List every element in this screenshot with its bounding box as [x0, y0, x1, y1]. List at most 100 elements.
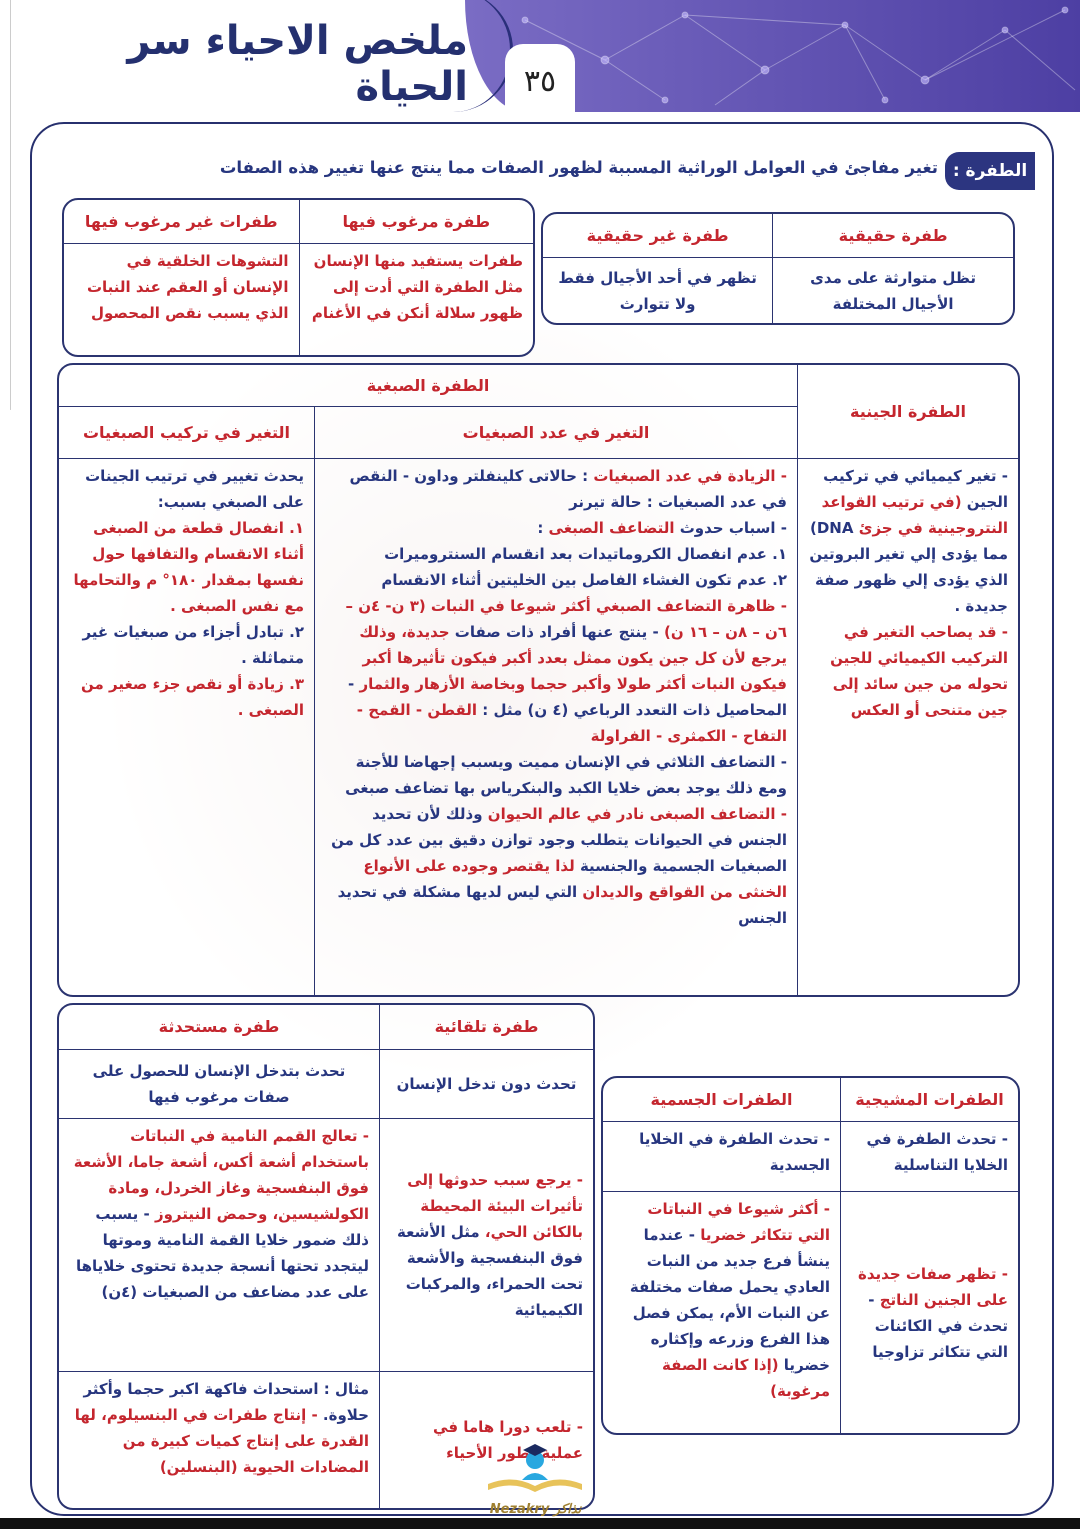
header-chromosome-mutation: الطفرة الصبغية: [59, 365, 797, 407]
text-segment: ٣. زيادة أو نقص جزء صغير من الصبغى .: [80, 675, 304, 719]
page-number: ٣٥: [505, 44, 575, 114]
list-item: ١. انفصال قطعة من الصبغى أثناء الانقسام …: [69, 515, 304, 619]
text-segment: - تغير كيميائي في تركيب الجين: [823, 467, 1008, 511]
header-non-real: طفرة غير حقيقية: [543, 214, 773, 258]
cell-germinal-definition: - تحدث الطفرة في الخلايا التناسلية: [840, 1122, 1018, 1192]
list-item: - تظهر صفات جديدة على الجنين الناتج - تح…: [851, 1261, 1008, 1365]
list-item: ٢. عدم تكون الغشاء الفاصل بين الخليتين أ…: [325, 567, 787, 593]
cell-somatic-details: - أكثر شيوعا في النباتات التي تتكاثر خضر…: [603, 1192, 840, 1433]
text-segment: (إذا كانت الصفة مرغوبة): [661, 1356, 830, 1400]
text-segment: - عندما ينشأ فرع جديد من النبات العادي ي…: [629, 1226, 830, 1374]
list-item: - تلعب دورا هاما في عملية تطور الأحياء: [390, 1414, 583, 1466]
list-item: ٣. زيادة أو نقص جزء صغير من الصبغى .: [69, 671, 304, 723]
list-item: - قد يصاحب التغير في التركيب الكيميائي ل…: [808, 619, 1008, 723]
text-segment: - تحدث في الكائنات التي تتكاثر تزاوجيا: [868, 1290, 1008, 1361]
list-item: - ظاهرة التضاعف الصبغي أكثر شيوعا في الن…: [325, 593, 787, 749]
list-item: مثال : استحداث فاكهة اكبر حجما وأكثر حلا…: [69, 1376, 369, 1480]
cell-spontaneous-definition: تحدث دون تدخل الإنسان: [379, 1050, 593, 1119]
text-segment: التضاعف الصبغى: [543, 519, 675, 537]
text-segment: :: [537, 519, 544, 537]
header-somatic: الطفرات الجسمية: [603, 1078, 840, 1122]
watermark-text: Nezakry نذاكر: [489, 1502, 582, 1517]
text-segment: ٢. تبادل أجزاء من صبغيات غير متماثلة .: [82, 623, 304, 667]
text-segment: مثل الأشعة فوق البنفسجية والأشعة تحت الح…: [397, 1223, 583, 1319]
cell-induced-definition: تحدث بتدخل الإنسان للحصول على صفات مرغوب…: [59, 1050, 379, 1119]
text-segment: DNA) مما يؤدى إلي تغير البروتين الذي يؤد…: [809, 519, 1008, 615]
list-item: ٢. تبادل أجزاء من صبغيات غير متماثلة .: [69, 619, 304, 671]
cell-spontaneous-cause: - يرجع سبب حدوثها إلى تأثيرات البيئة الم…: [379, 1119, 593, 1372]
header-number-change: التغير في عدد الصبغيات: [314, 407, 797, 459]
text-segment: يحدث تغيير في ترتيب الجينات على الصبغي ب…: [85, 467, 304, 511]
cell-spontaneous-importance: - تلعب دورا هاما في عملية تطور الأحياء: [379, 1372, 593, 1508]
header-structure-change: التغير في تركيب الصبغيات: [59, 407, 314, 459]
list-item: - تعالج القمم النامية في النباتات باستخد…: [69, 1123, 369, 1305]
real-mutation-table: طفرة حقيقية طفرة غير حقيقية تظل متوارثة …: [541, 212, 1015, 325]
text-segment: - ظاهرة التضاعف الصبغي أكثر شيوعا في الن…: [345, 597, 787, 641]
cell-number-change: - الزيادة في عدد الصبغيات : حالاتى كلينف…: [314, 459, 797, 995]
text-segment: - تظهر صفات جديدة على الجنين الناتج: [858, 1264, 1008, 1309]
text-segment: (في ترتيب القواعد النتروجينية في جزئ: [821, 493, 1008, 537]
gene-chromosome-table: الطفرة الجينية الطفرة الصبغية التغير في …: [57, 363, 1020, 997]
text-segment: - التضاعف الثلاثي في الإنسان مميت ويسبب …: [345, 753, 787, 797]
page-edge: [10, 0, 14, 410]
text-segment: - تعالج القمم النامية في النباتات باستخد…: [73, 1127, 369, 1223]
text-segment: - يرجع سبب حدوثها إلى تأثيرات البيئة الم…: [407, 1171, 583, 1241]
text-segment: - تلعب دورا هاما في عملية تطور الأحياء: [433, 1418, 583, 1462]
list-item: - الزيادة في عدد الصبغيات : حالاتى كلينف…: [325, 463, 787, 515]
cell-somatic-definition: - تحدث الطفرة في الخلايا الجسدية: [603, 1122, 840, 1192]
text-segment: ١. عدم انفصال الكروماتيدات بعد انقسام ال…: [384, 545, 787, 563]
text-segment: - ينتج عنها أفراد ذات صفات: [449, 623, 664, 641]
text-segment: : حالاتى كلينفلتر وداون - النقص في عدد ا…: [349, 467, 787, 511]
text-segment: القطن - القمح - التفاح - الكمثرى - الفرا…: [356, 701, 787, 745]
text-segment: - التضاعف الصبغى نادر في عالم الحيوان: [487, 805, 787, 823]
list-item: - التضاعف الصبغى نادر في عالم الحيوان وذ…: [325, 801, 787, 931]
header-gene-mutation: الطفرة الجينية: [797, 365, 1018, 459]
definition-text: تغير مفاجئ في العوامل الوراثية المسببة ل…: [219, 158, 938, 177]
list-item: - أكثر شيوعا في النباتات التي تتكاثر خضر…: [613, 1196, 830, 1404]
definition-label: الطفرة :: [945, 152, 1035, 190]
list-item: ١. عدم انفصال الكروماتيدات بعد انقسام ال…: [325, 541, 787, 567]
text-segment: التي ليس لديها مشكلة في تحديد الجنس: [337, 883, 787, 927]
header-real: طفرة حقيقية: [772, 214, 1013, 258]
watermark-logo: Nezakry نذاكر: [478, 1440, 593, 1520]
text-segment: - أكثر شيوعا في النباتات التي تتكاثر خضر…: [647, 1200, 830, 1244]
text-segment: - إنتاج طفرات في البنسيلوم، لها القدرة ع…: [74, 1406, 369, 1476]
text-segment: جديدة، وذلك يرجع لأن كل جين يكون ممثل بع…: [359, 623, 787, 693]
list-item: يحدث تغيير في ترتيب الجينات على الصبغي ب…: [69, 463, 304, 515]
cell-real: تظل متوارثة على مدى الأجيال المختلفة: [772, 258, 1013, 323]
cell-induced-cause: - تعالج القمم النامية في النباتات باستخد…: [59, 1119, 379, 1372]
text-segment: - يسبب ذلك ضمور خلايا القمة النامية وموت…: [75, 1205, 369, 1301]
graduate-book-icon: [488, 1444, 582, 1492]
text-segment: مثال : استحداث فاكهة اكبر حجما وأكثر حلا…: [83, 1380, 369, 1424]
bottom-bar: [0, 1518, 1080, 1529]
cell-structure-change: يحدث تغيير في ترتيب الجينات على الصبغي ب…: [59, 459, 314, 995]
header-germinal: الطفرات المشيجية: [840, 1078, 1018, 1122]
text-segment: وذلك لأن تحديد الجنس في الحيوانات يتطلب …: [331, 805, 787, 875]
text-segment: لذا يقتصر وجوده على الأنواع الخنثى من ال…: [363, 857, 787, 901]
cell-type-mutation-table: الطفرات المشيجية الطفرات الجسمية - تحدث …: [601, 1076, 1020, 1435]
cell-undesired: التشوهات الخلقية في الإنسان أو العقم عند…: [86, 252, 289, 322]
list-item: - يرجع سبب حدوثها إلى تأثيرات البيئة الم…: [390, 1167, 583, 1323]
list-item: - التضاعف الثلاثي في الإنسان مميت ويسبب …: [325, 749, 787, 801]
header-spontaneous: طفرة تلقائية: [379, 1005, 593, 1050]
desired-mutation-table: طفرة مرغوب فيها طفرات غير مرغوب فيها طفر…: [62, 198, 535, 357]
cell-gene-mutation: - تغير كيميائي في تركيب الجين (في ترتيب …: [797, 459, 1018, 995]
content-frame: [30, 122, 1054, 1516]
header-undesired: طفرات غير مرغوب فيها: [64, 200, 299, 244]
text-segment: - قد يصاحب التغير في التركيب الكيميائي ل…: [830, 623, 1008, 719]
cell-desired: طفرات يستفيد منها الإنسان مثل الطفرة الت…: [298, 244, 534, 355]
cell-induced-importance: مثال : استحداث فاكهة اكبر حجما وأكثر حلا…: [59, 1372, 379, 1508]
text-segment: - الزيادة في عدد الصبغيات: [588, 467, 787, 485]
text-segment: ١. انفصال قطعة من الصبغى أثناء الانقسام …: [73, 519, 304, 615]
text-segment: - المحاصيل ذات التعدد الرباعي (٤ ن) مثل …: [348, 675, 787, 719]
origin-mutation-table: طفرة تلقائية طفرة مستحدثة تحدث دون تدخل …: [57, 1003, 595, 1510]
text-segment: ٢. عدم تكون الغشاء الفاصل بين الخليتين أ…: [381, 571, 787, 589]
list-item: - اسباب حدوث التضاعف الصبغى :: [325, 515, 787, 541]
header-desired: طفرة مرغوب فيها: [298, 200, 533, 244]
text-segment: - اسباب حدوث: [674, 519, 787, 537]
network-pattern-icon: [521, 6, 1076, 106]
list-item: - تغير كيميائي في تركيب الجين (في ترتيب …: [808, 463, 1008, 619]
page-title: ملخص الاحياء سر الحياة: [127, 18, 469, 110]
cell-non-real: تظهر في أحد الأجيال فقط ولا تتوارث: [558, 268, 757, 313]
cell-germinal-details: - تظهر صفات جديدة على الجنين الناتج - تح…: [840, 1192, 1018, 1433]
